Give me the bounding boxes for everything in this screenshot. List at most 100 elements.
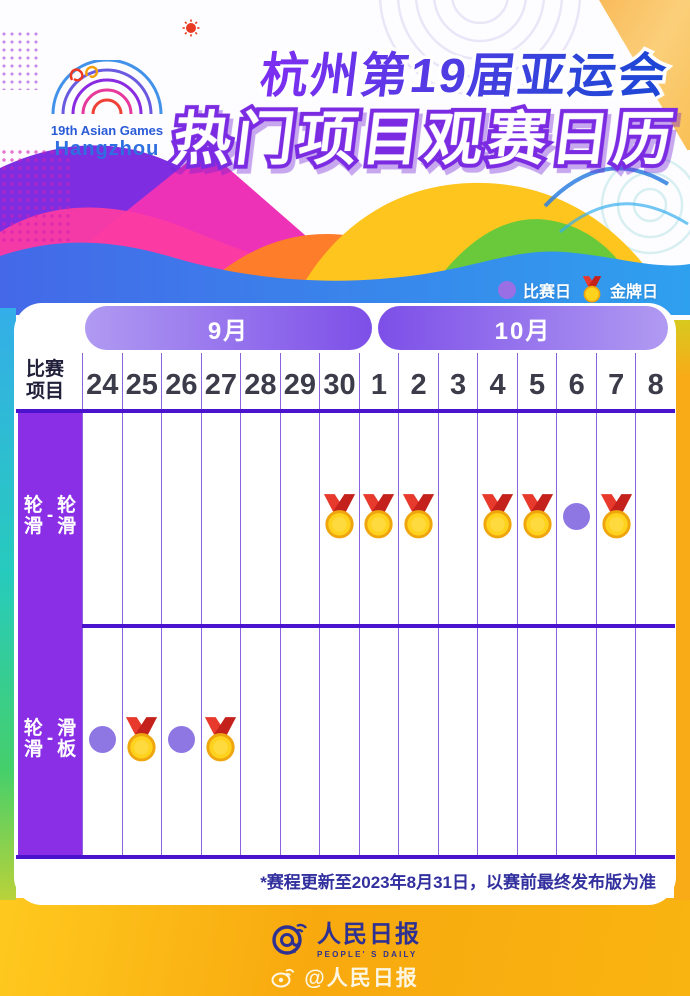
calendar-grid: 比赛 项目 24 25 26 27 28 29 30 1 2 3 4 5 6 7 8 轮滑 - 轮滑轮滑 - 滑板 (18, 353, 675, 855)
month-pill-september: 9月 (85, 306, 372, 350)
poster-title-line2: 热门项目观赛日历 热门项目观赛日历 (165, 92, 685, 176)
right-color-band (674, 320, 690, 900)
gold-medal-icon (482, 494, 514, 539)
wave-decoration (0, 145, 690, 315)
calendar-cell (121, 409, 162, 624)
brand-subtitle: PEOPLE' S DAILY (317, 950, 418, 959)
halftone-dots-topleft (0, 30, 40, 90)
date-cell: 8 (635, 353, 675, 409)
calendar-cell (319, 624, 359, 855)
event-label: 轮滑-轮滑 (18, 409, 82, 624)
legend-gold-label: 金牌日 (609, 283, 658, 301)
weibo-credit: @人民日报 (0, 962, 690, 992)
calendar-cell (240, 409, 280, 624)
gold-medal-icon (521, 494, 553, 539)
date-cell: 5 (516, 353, 557, 409)
calendar-cell (556, 409, 596, 624)
date-cell: 30 (319, 353, 359, 409)
title2-text: 热门项目观赛日历 (169, 107, 682, 172)
date-cell: 25 (121, 353, 162, 409)
calendar-cell (516, 409, 557, 624)
halftone-dots-left (0, 148, 70, 243)
competition-day-dot-icon (563, 503, 591, 530)
calendar-cell (437, 624, 478, 855)
calendar-cell (358, 624, 399, 855)
calendar-cell (319, 409, 359, 624)
corner-header: 比赛 项目 (18, 353, 82, 409)
calendar-cell (516, 624, 557, 855)
calendar-card: 9月 10月 比赛 项目 24 25 26 27 28 29 30 1 2 3 4 5 6 7 8 轮滑 - 轮滑… (14, 303, 676, 905)
date-cell: 28 (240, 353, 280, 409)
calendar-cell (279, 624, 320, 855)
gold-medal-icon (323, 494, 356, 539)
month-pill-october: 10月 (378, 306, 668, 350)
competition-day-dot-icon (497, 280, 516, 299)
weibo-icon (271, 968, 295, 988)
emblem-fan-icon (51, 58, 163, 115)
asian-games-emblem: 19th Asian Games Hangzhou (22, 58, 192, 161)
calendar-cell (161, 624, 201, 855)
peoples-daily-wordmark: 人民日报 PEOPLE' S DAILY (317, 921, 421, 960)
date-cell: 24 (82, 353, 122, 409)
date-cell: 7 (595, 353, 636, 409)
gold-medal-icon (205, 717, 237, 762)
date-cell: 6 (556, 353, 596, 409)
calendar-cell (200, 624, 241, 855)
calendar-cell (240, 624, 280, 855)
calendar-cell (82, 624, 122, 855)
event-label-stack: 轮滑 (57, 494, 77, 537)
date-cell: 27 (200, 353, 241, 409)
legend-competition-label: 比赛日 (522, 283, 571, 301)
gold-medal-icon (582, 276, 602, 303)
date-cell: 1 (358, 353, 399, 409)
calendar-cell (556, 624, 596, 855)
calendar-cell (82, 409, 122, 624)
legend-competition-day: 比赛日 (497, 278, 571, 302)
date-cell: 29 (279, 353, 320, 409)
emblem-wordmark-line1: 19th Asian Games (50, 123, 164, 138)
date-cell: 26 (161, 353, 201, 409)
header-separator-line (16, 409, 675, 413)
competition-day-dot-icon (88, 726, 116, 753)
calendar-cell (595, 624, 636, 855)
gold-medal-icon (363, 494, 395, 539)
gold-medal-icon (402, 494, 435, 539)
calendar-cell (437, 409, 478, 624)
gold-medal-icon (126, 717, 158, 762)
corner-header-line1: 比赛 (26, 358, 65, 380)
event-label-dash: - (46, 727, 54, 749)
bottom-band (0, 898, 690, 996)
corner-header-line2: 项目 (26, 381, 65, 402)
emblem-wordmark-line2: Hangzhou (54, 138, 160, 160)
peoples-daily-logo: 人民日报 PEOPLE' S DAILY (0, 920, 690, 962)
gold-medal-icon (600, 494, 632, 539)
calendar-cell (121, 624, 162, 855)
calendar-cell (358, 409, 399, 624)
date-cell: 2 (398, 353, 438, 409)
calendar-cell (398, 409, 438, 624)
calendar-cell (477, 409, 517, 624)
sun-icon (182, 19, 200, 37)
calendar-cell (635, 409, 675, 624)
schedule-footnote: *赛程更新至2023年8月31日，以赛前最终发布版为准 (260, 873, 656, 892)
calendar-cell (200, 409, 241, 624)
competition-day-dot-icon (167, 726, 195, 753)
calendar-cell (477, 624, 517, 855)
legend-gold-day: 金牌日 (581, 276, 658, 303)
event-label-stack: 轮滑 (23, 494, 43, 537)
calendar-cell (635, 624, 675, 855)
table-bottom-line (16, 855, 675, 859)
legend: 比赛日 金牌日 (497, 276, 658, 303)
brand-name: 人民日报 (317, 921, 421, 948)
calendar-cell (279, 409, 320, 624)
calendar-cell (398, 624, 438, 855)
event-label-dash: - (46, 504, 54, 526)
event-label: 轮滑-滑板 (18, 624, 82, 855)
calendar-cell (595, 409, 636, 624)
date-cell: 4 (477, 353, 517, 409)
at-sign-icon (272, 923, 307, 955)
event-label-stack: 轮滑 (23, 717, 43, 760)
weibo-handle: @人民日报 (304, 967, 419, 990)
row-divider-line (82, 624, 675, 628)
